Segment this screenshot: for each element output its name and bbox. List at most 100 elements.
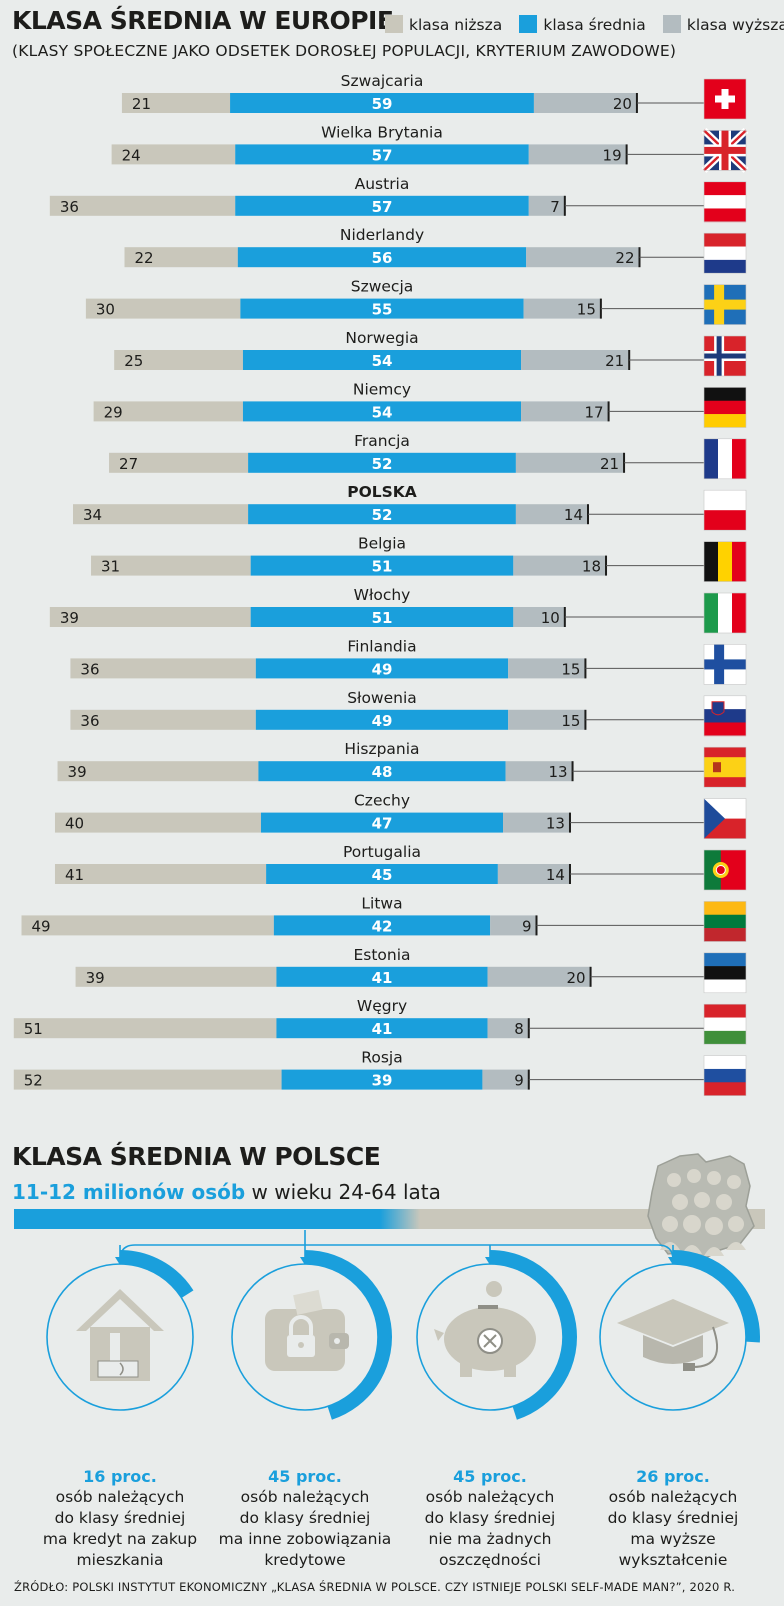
connector-lines bbox=[115, 1230, 678, 1265]
ring-value-arc bbox=[672, 1250, 760, 1343]
value-lower: 21 bbox=[132, 95, 151, 113]
value-lower: 36 bbox=[60, 198, 79, 216]
bar-upper bbox=[505, 761, 573, 782]
ring-value-arc bbox=[489, 1250, 577, 1420]
country-label: Niderlandy bbox=[340, 226, 424, 244]
stat-line: do klasy średniej bbox=[424, 1509, 556, 1527]
stat-percent: 45 proc. bbox=[453, 1467, 527, 1486]
bar-row: Litwa 49 42 9 bbox=[21, 894, 747, 942]
bar-lower bbox=[54, 812, 261, 833]
flag-netherlands-icon bbox=[703, 232, 747, 274]
bar-lower bbox=[93, 401, 243, 422]
value-middle: 48 bbox=[372, 763, 393, 781]
poland-section-title: KLASA ŚREDNIA W POLSCE bbox=[12, 1142, 381, 1171]
stat-percent: 26 proc. bbox=[636, 1467, 710, 1486]
bar-upper bbox=[482, 1069, 529, 1090]
flag-estonia-icon bbox=[703, 952, 747, 994]
stat-ring bbox=[416, 1250, 577, 1420]
legend-swatch-lower bbox=[385, 15, 403, 33]
piggy-bank-icon bbox=[434, 1281, 536, 1377]
value-middle: 55 bbox=[372, 301, 393, 319]
flag-finland-icon bbox=[703, 644, 747, 685]
value-middle: 39 bbox=[372, 1072, 393, 1090]
bar-upper bbox=[487, 966, 591, 987]
bar-middle bbox=[242, 350, 522, 370]
value-lower: 41 bbox=[65, 866, 84, 884]
country-label: Finlandia bbox=[347, 637, 416, 655]
country-label: Austria bbox=[355, 175, 410, 193]
value-upper: 13 bbox=[548, 763, 567, 781]
poland-map-people-icon bbox=[647, 1153, 755, 1259]
bar-upper bbox=[526, 247, 640, 268]
country-label: POLSKA bbox=[347, 483, 417, 501]
value-upper: 22 bbox=[615, 249, 634, 267]
ring-value-arc bbox=[119, 1250, 194, 1299]
stat-no-savings: 45 proc. osób należących do klasy średni… bbox=[395, 1466, 585, 1571]
flag-slovenia-icon bbox=[703, 695, 747, 737]
stat-line: osób należących bbox=[55, 1488, 185, 1506]
legend-label-lower: klasa niższa bbox=[409, 16, 503, 34]
bar-row: Włochy 39 51 10 bbox=[49, 586, 747, 634]
bar-middle bbox=[276, 1018, 488, 1039]
bar-upper bbox=[513, 607, 565, 627]
value-upper: 14 bbox=[546, 866, 565, 884]
stacked-bar-chart: Szwajcaria 21 59 20 Wielka Brytania 24 57 19 Aus… bbox=[13, 72, 749, 1096]
bar-lower bbox=[21, 915, 274, 936]
bar-upper bbox=[515, 452, 625, 473]
flag-hungary-icon bbox=[703, 1003, 747, 1045]
bar-upper bbox=[528, 144, 627, 165]
bar-row: Norwegia 25 54 21 bbox=[114, 329, 747, 377]
country-label: Belgia bbox=[358, 535, 406, 553]
bar-lower bbox=[57, 761, 259, 782]
wallet-lock-icon bbox=[265, 1289, 349, 1371]
value-middle: 52 bbox=[372, 455, 393, 473]
bar-middle bbox=[240, 298, 524, 319]
country-label: Wielka Brytania bbox=[321, 123, 443, 141]
country-label: Estonia bbox=[353, 946, 410, 964]
country-label: Hiszpania bbox=[344, 740, 419, 758]
bar-row: Niemcy 29 54 17 bbox=[93, 380, 747, 428]
flag-france-icon bbox=[703, 438, 747, 480]
bar-upper bbox=[503, 812, 570, 833]
country-label: Szwecja bbox=[351, 278, 414, 296]
value-middle: 54 bbox=[372, 352, 393, 370]
country-label: Włochy bbox=[354, 586, 411, 604]
flag-sweden-icon bbox=[703, 284, 747, 325]
bar-row: Hiszpania 39 48 13 bbox=[57, 740, 747, 788]
source-note: ŹRÓDŁO: POLSKI INSTYTUT EKONOMICZNY „KLA… bbox=[14, 1580, 736, 1594]
value-upper: 15 bbox=[577, 301, 596, 319]
stat-line: do klasy średniej bbox=[239, 1509, 371, 1527]
value-upper: 20 bbox=[613, 95, 632, 113]
bar-middle bbox=[250, 607, 514, 627]
bar-middle bbox=[255, 658, 509, 679]
bar-row: Estonia 39 41 20 bbox=[75, 946, 747, 994]
legend-label-upper: klasa wyższa bbox=[686, 16, 784, 34]
value-lower: 39 bbox=[68, 763, 87, 781]
stat-percent: 45 proc. bbox=[268, 1467, 342, 1486]
value-middle: 56 bbox=[372, 249, 393, 267]
poland-headline: 11-12 milionów osób w wieku 24-64 lata bbox=[12, 1180, 441, 1204]
bar-lower bbox=[121, 93, 231, 113]
bar-middle bbox=[235, 144, 529, 165]
value-middle: 54 bbox=[372, 403, 393, 421]
flag-germany-icon bbox=[703, 387, 747, 428]
value-lower: 36 bbox=[80, 712, 99, 730]
flag-portugal-icon bbox=[703, 849, 747, 891]
bar-lower bbox=[49, 607, 251, 627]
poland-stats-graphic bbox=[46, 1230, 760, 1420]
flag-united-kingdom-icon bbox=[701, 127, 749, 173]
country-label: Szwajcaria bbox=[341, 72, 424, 90]
value-middle: 47 bbox=[372, 815, 393, 833]
country-label: Niemcy bbox=[353, 380, 411, 398]
value-lower: 52 bbox=[24, 1072, 43, 1090]
value-upper: 13 bbox=[546, 815, 565, 833]
stat-line: ma inne zobowiązania bbox=[218, 1530, 392, 1548]
bar-row: Belgia 31 51 18 bbox=[91, 535, 747, 582]
stat-other-credit: 45 proc. osób należących do klasy średni… bbox=[210, 1466, 400, 1571]
value-middle: 57 bbox=[372, 198, 393, 216]
stat-line: do klasy średniej bbox=[607, 1509, 739, 1527]
bar-upper bbox=[487, 1018, 529, 1039]
bar-row: POLSKA 34 52 14 bbox=[73, 483, 747, 531]
flag-russia-icon bbox=[703, 1055, 747, 1096]
bar-middle bbox=[273, 915, 491, 936]
